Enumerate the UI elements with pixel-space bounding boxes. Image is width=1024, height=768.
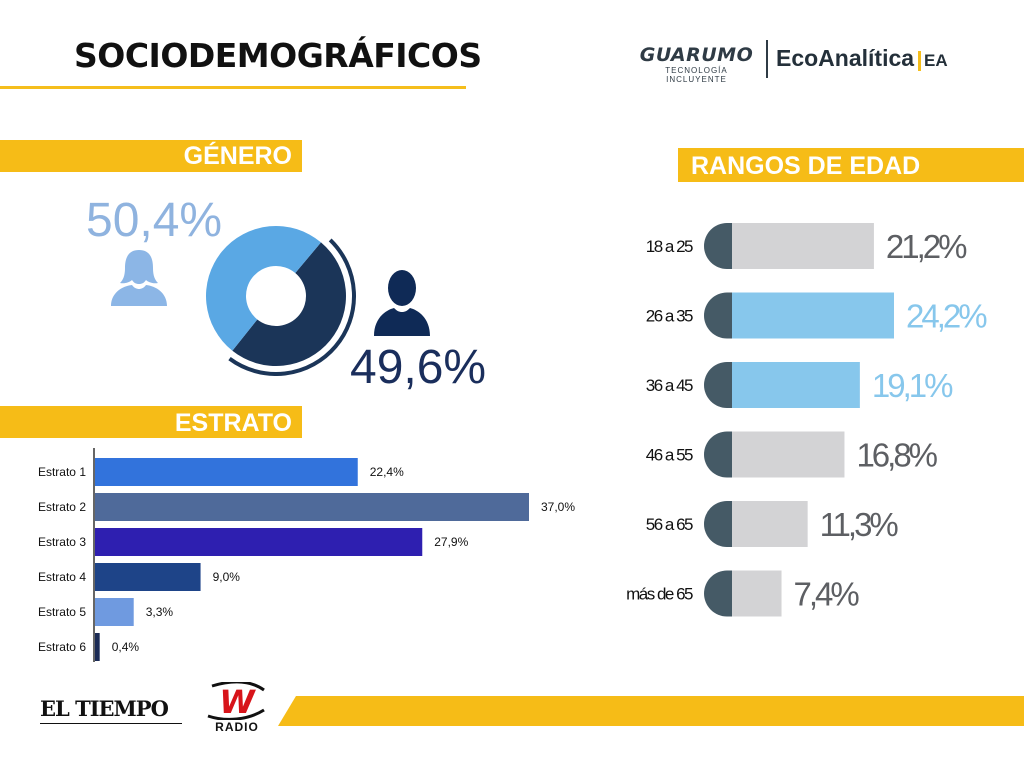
estrato-value-label: 3,3% [146, 605, 174, 619]
gender-slice-1 [232, 242, 346, 366]
age-bar-cap-4 [704, 431, 732, 478]
estrato-section-banner: ESTRATO [0, 406, 302, 438]
estrato-category-label: Estrato 2 [38, 500, 86, 514]
estrato-value-label: 37,0% [541, 500, 575, 514]
estrato-bar-5 [95, 598, 134, 626]
rangos-edad-section-banner: RANGOS DE EDAD [678, 148, 1024, 182]
el-tiempo-logo: EL TIEMPO [40, 696, 182, 724]
age-category-label: 18 a 25 [646, 237, 693, 256]
age-bar-5 [732, 501, 808, 547]
age-bar-1 [732, 223, 874, 269]
estrato-bar-chart: Estrato 1 22,4% Estrato 2 37,0% Estrato 3 27,… [38, 448, 575, 662]
guarumo-logo-text: GUARUMO [639, 44, 754, 66]
estrato-value-label: 22,4% [370, 465, 404, 479]
estrato-category-label: Estrato 3 [38, 535, 86, 549]
estrato-value-label: 27,9% [434, 535, 468, 549]
guarumo-logo-tagline: TECNOLOGÍA INCLUYENTE [665, 66, 728, 84]
estrato-bar-1 [95, 458, 358, 486]
estrato-value-label: 0,4% [112, 640, 140, 654]
age-bar-4 [732, 431, 845, 478]
gender-donut-chart [205, 225, 356, 376]
estrato-value-label: 9,0% [213, 570, 241, 584]
genero-section-title: GÉNERO [183, 142, 292, 170]
gender-slice-outline [228, 238, 356, 376]
title-underline [0, 86, 466, 89]
footer-stripe [278, 696, 1024, 726]
estrato-category-label: Estrato 1 [38, 465, 86, 479]
age-category-label: 26 a 35 [646, 307, 693, 326]
estrato-category-label: Estrato 5 [38, 605, 86, 619]
age-bar-cap-3 [704, 362, 732, 408]
age-category-label: 46 a 55 [646, 446, 693, 465]
age-category-label: 56 a 65 [646, 515, 693, 534]
age-value-label: 21,2% [886, 228, 967, 265]
age-bar-cap-2 [704, 292, 732, 339]
age-bar-6 [732, 570, 782, 617]
page-title: SOCIODEMOGRÁFICOS [74, 36, 482, 75]
estrato-bar-2 [95, 493, 529, 521]
age-value-label: 19,1% [872, 367, 953, 404]
gender-slice-0 [205, 225, 321, 351]
age-value-label: 24,2% [906, 298, 987, 335]
ea-logo-mark: EA [918, 51, 951, 71]
estrato-bar-6 [95, 633, 100, 661]
ecoanalitica-logo-text: EcoAnalítica [776, 45, 915, 71]
estrato-bar-4 [95, 563, 201, 591]
rangos-edad-section-title: RANGOS DE EDAD [691, 152, 921, 180]
w-radio-logo-letter: W [219, 683, 256, 720]
el-tiempo-logo-rule [40, 723, 182, 724]
estrato-category-label: Estrato 6 [38, 640, 86, 654]
guarumo-logo: GUARUMO TECNOLOGÍA INCLUYENTE [634, 44, 759, 84]
w-radio-logo: W RADIO [200, 682, 274, 738]
rangos-edad-chart: 18 a 25 21,2% 26 a 35 24,2% 36 a 45 19,1% 46 a… [626, 223, 990, 617]
male-percentage-label: 49,6% [350, 341, 487, 394]
female-percentage-label: 50,4% [86, 194, 223, 247]
age-value-label: 7,4% [794, 576, 860, 613]
age-bar-3 [732, 362, 860, 408]
w-radio-logo-mark: W [207, 682, 265, 720]
age-value-label: 11,3% [820, 506, 899, 543]
logo-separator [766, 40, 768, 78]
el-tiempo-logo-text: EL TIEMPO [40, 696, 169, 721]
age-bar-cap-5 [704, 501, 732, 547]
genero-section-banner: GÉNERO [0, 140, 302, 172]
age-bar-cap-6 [704, 570, 732, 617]
estrato-bar-3 [95, 528, 423, 556]
age-value-label: 16,8% [856, 437, 937, 474]
female-user-icon [111, 250, 167, 306]
age-category-label: 36 a 45 [646, 376, 693, 395]
male-user-icon [374, 270, 430, 336]
age-bar-2 [732, 292, 894, 339]
estrato-category-label: Estrato 4 [38, 570, 86, 584]
age-bar-cap-1 [704, 223, 732, 269]
age-category-label: más de 65 [626, 585, 693, 604]
w-radio-logo-text: RADIO [215, 720, 259, 734]
estrato-section-title: ESTRATO [174, 409, 292, 437]
ecoanalitica-logo: EcoAnalítica EA [776, 45, 951, 72]
